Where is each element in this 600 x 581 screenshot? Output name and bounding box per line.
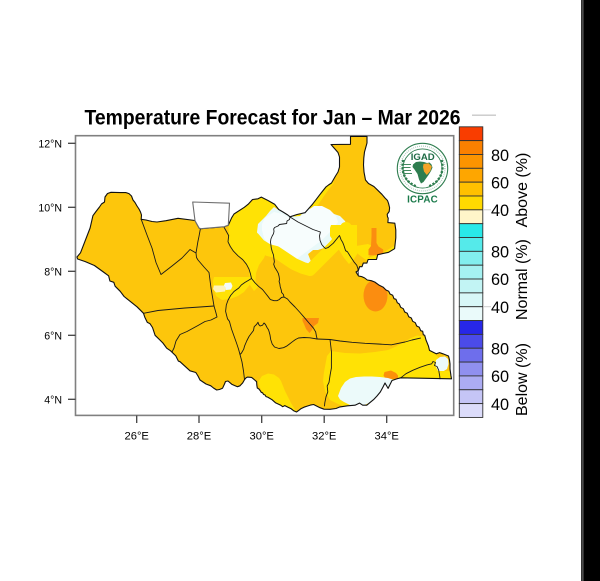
svg-text:40: 40 — [491, 202, 509, 220]
svg-text:40: 40 — [491, 396, 509, 414]
svg-text:60: 60 — [491, 175, 509, 193]
svg-text:8°N: 8°N — [44, 267, 62, 279]
svg-text:Normal (%): Normal (%) — [514, 239, 531, 320]
svg-text:28°E: 28°E — [187, 430, 211, 442]
svg-text:Below (%): Below (%) — [514, 343, 531, 416]
svg-text:26°E: 26°E — [125, 430, 149, 442]
svg-text:12°N: 12°N — [38, 139, 62, 151]
svg-text:80: 80 — [491, 147, 509, 165]
svg-text:40: 40 — [491, 299, 509, 317]
svg-text:4°N: 4°N — [44, 395, 62, 407]
svg-text:60: 60 — [491, 368, 509, 386]
svg-text:32°E: 32°E — [312, 430, 336, 442]
svg-text:Temperature Forecast for Jan –: Temperature Forecast for Jan – Mar 2026 — [85, 106, 461, 130]
svg-text:80: 80 — [491, 244, 509, 262]
svg-text:ICPAC: ICPAC — [407, 194, 438, 205]
svg-text:6°N: 6°N — [44, 331, 62, 343]
svg-text:30°E: 30°E — [250, 430, 274, 442]
svg-text:Above (%): Above (%) — [514, 153, 531, 228]
svg-text:34°E: 34°E — [375, 430, 399, 442]
svg-text:10°N: 10°N — [38, 203, 62, 215]
svg-text:IGAD: IGAD — [411, 152, 435, 163]
svg-text:80: 80 — [491, 340, 509, 358]
svg-text:60: 60 — [491, 271, 509, 289]
